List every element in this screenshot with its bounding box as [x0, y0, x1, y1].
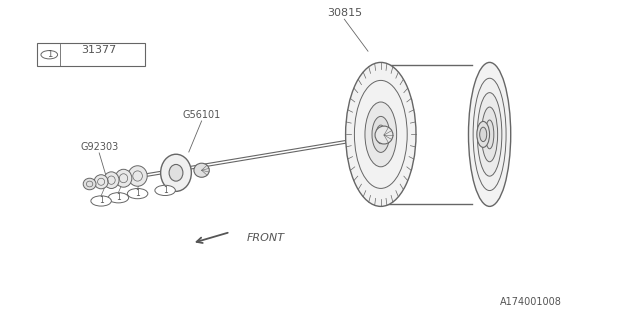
Circle shape — [108, 193, 129, 203]
Ellipse shape — [372, 116, 390, 152]
Ellipse shape — [365, 102, 397, 167]
Ellipse shape — [375, 126, 393, 144]
Text: G92303: G92303 — [80, 142, 118, 152]
Text: 1: 1 — [135, 189, 140, 198]
Text: 1: 1 — [47, 50, 52, 59]
Ellipse shape — [473, 78, 506, 191]
Circle shape — [127, 188, 148, 199]
Ellipse shape — [161, 154, 191, 191]
Circle shape — [155, 185, 175, 196]
Circle shape — [91, 196, 111, 206]
Text: FRONT: FRONT — [246, 233, 284, 244]
Ellipse shape — [477, 93, 502, 176]
Ellipse shape — [346, 62, 416, 206]
Ellipse shape — [104, 172, 119, 188]
Ellipse shape — [481, 107, 498, 162]
Ellipse shape — [194, 163, 209, 177]
Text: 1: 1 — [163, 186, 168, 195]
Ellipse shape — [128, 166, 147, 186]
Ellipse shape — [376, 125, 385, 144]
Text: 1: 1 — [99, 196, 104, 205]
Ellipse shape — [115, 169, 132, 187]
Text: A174001008: A174001008 — [500, 297, 562, 307]
Ellipse shape — [477, 122, 490, 148]
Ellipse shape — [83, 178, 96, 190]
FancyBboxPatch shape — [37, 43, 145, 66]
Text: 31377: 31377 — [81, 44, 117, 55]
Ellipse shape — [480, 127, 486, 141]
Text: 30815: 30815 — [327, 8, 362, 18]
Ellipse shape — [94, 175, 108, 189]
Ellipse shape — [485, 120, 494, 149]
Ellipse shape — [468, 62, 511, 206]
Circle shape — [41, 51, 58, 59]
Text: 1: 1 — [116, 193, 121, 202]
Ellipse shape — [169, 164, 183, 181]
Text: G56101: G56101 — [182, 110, 221, 120]
